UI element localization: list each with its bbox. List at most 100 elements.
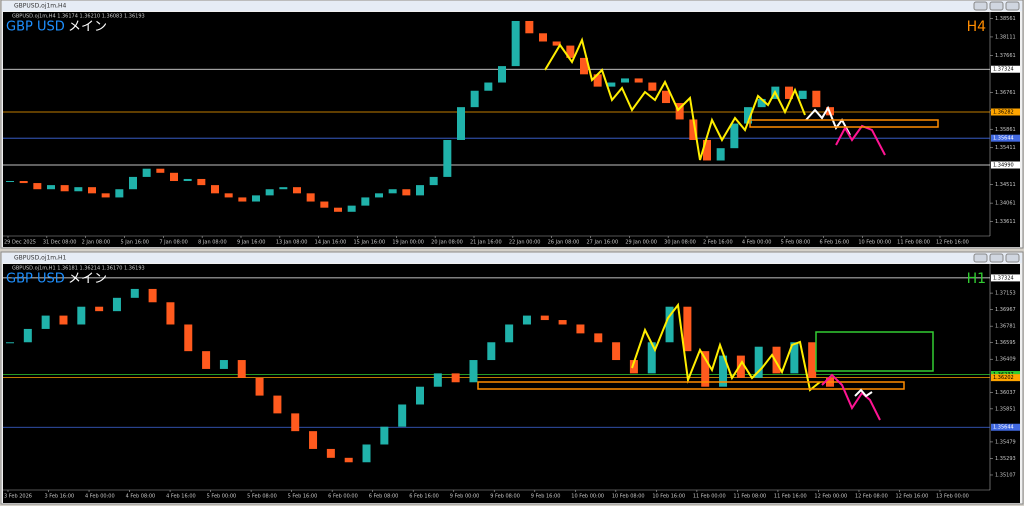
chart-window: GBPUSD,oj1m,H1 1.37153 1.36967 1.36781 1.365… [0,251,1024,505]
symbol: GBP USD [6,272,65,287]
window-button[interactable] [989,253,1004,263]
candle [291,413,300,432]
candle [306,193,315,202]
window-button[interactable] [1005,253,1020,263]
candle [629,360,638,374]
candle [594,333,603,343]
window-button[interactable] [973,253,988,263]
x-tick-label: 4 Feb 08:00 [126,494,156,500]
candle [470,90,479,108]
candle [757,98,766,108]
candle [522,315,531,325]
candle [566,45,575,58]
candle [183,178,192,182]
x-tick-label: 5 Feb 08:00 [247,494,277,500]
candle [576,324,585,334]
candle [593,74,602,87]
window-button[interactable] [989,1,1004,11]
x-tick-label: 12 Feb 16:00 [895,494,928,500]
x-tick-label: 9 Feb 16:00 [531,494,561,500]
candle [184,324,193,352]
candle [772,346,781,374]
candle [23,328,32,343]
candle [511,20,520,67]
drawings-bottom [477,302,934,421]
candle [812,90,821,108]
candle [142,168,151,177]
x-tick-label: 10 Feb 16:00 [652,494,685,500]
x-tick-label: 5 Jan 16:00 [121,240,149,246]
y-tick-label: 1.35293 [995,456,1016,462]
candle [362,444,371,463]
candle [443,139,452,177]
candle [202,351,211,369]
y-tick-label: 1.35107 [995,472,1016,478]
y-tick-label: 1.36037 [995,390,1016,396]
y-tick-label: 1.35861 [995,127,1016,133]
candle [719,355,728,387]
candle [293,187,301,194]
y-tick-label: 1.37153 [995,291,1016,297]
window-title: GBPUSD,oj1m,H4 [14,3,67,10]
x-tick-label: 10 Feb 00:00 [571,494,604,500]
candle [505,324,514,343]
candle [689,119,698,140]
candle [265,189,274,196]
candle [347,205,356,212]
price-level-tag [991,161,1020,169]
x-tick-label: 3 Feb 16:00 [45,494,75,500]
candle [166,302,175,325]
y-tick-label: 1.38561 [995,16,1016,22]
candle [60,185,69,192]
x-tick-label: 2 Feb 16:00 [703,240,733,246]
candle [334,207,342,212]
x-tick-label: 12 Feb 16:00 [936,240,969,246]
x-tick-label: 29 Dec 2025 [4,240,36,246]
y-tick-label: 1.36409 [995,357,1016,363]
candle [6,181,14,183]
candle [361,197,370,206]
chart-label: メイン [68,20,107,35]
x-tick-label: 29 Jan 00:00 [625,240,657,246]
x-tick-label: 21 Jan 16:00 [470,240,502,246]
candle [170,172,178,182]
price-level-label: 1.36202 [993,375,1014,381]
candle [621,78,629,83]
candle [736,355,745,378]
x-tick-label: 9 Feb 00:00 [450,494,480,500]
candle [716,148,725,161]
x-tick-label: 10 Feb 00:00 [858,240,891,246]
candle [115,189,124,198]
candle [433,373,442,387]
candle [101,193,110,198]
candle [754,346,763,378]
candle [47,185,55,190]
candle [675,103,684,120]
chart-label: メイン [68,272,107,287]
window-button[interactable] [1005,1,1020,11]
x-tick-label: 11 Feb 00:00 [693,494,726,500]
price-level-tag [991,423,1020,431]
candle [211,185,219,194]
window-button[interactable] [973,1,988,11]
candle [388,189,397,194]
x-tick-label: 27 Jan 16:00 [587,240,619,246]
candle [398,404,407,427]
candle [525,20,534,34]
price-level-label: 1.35644 [993,136,1014,142]
candle [156,168,165,173]
candle [95,306,104,312]
candle [279,187,288,190]
x-tick-label: 11 Feb 08:00 [733,494,766,500]
y-tick-label: 1.35479 [995,439,1016,445]
y-tick-label: 1.33611 [995,219,1016,225]
candle [457,107,465,140]
x-tick-label: 10 Feb 08:00 [612,494,645,500]
timeframe: H4 [967,19,987,35]
x-tick-label: 8 Jan 08:00 [198,240,226,246]
candle [129,176,137,190]
price-level-tag [991,108,1020,116]
candle [429,176,438,186]
candle [273,395,282,414]
